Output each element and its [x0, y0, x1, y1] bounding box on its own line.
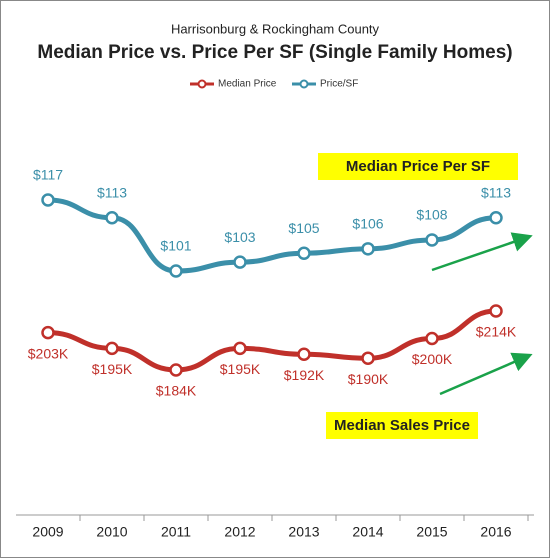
data-label: $200K	[412, 351, 453, 367]
data-label: $108	[416, 207, 447, 223]
point	[105, 211, 119, 225]
annotation: Median Sales Price	[334, 417, 470, 434]
point	[489, 304, 503, 318]
chart-subtitle: Harrisonburg & Rockingham County	[171, 21, 380, 36]
trend-arrow	[431, 232, 533, 272]
point	[233, 341, 247, 356]
trend-arrow	[439, 352, 533, 396]
x-tick-label: 2013	[288, 524, 319, 540]
point	[41, 193, 55, 207]
point	[425, 331, 439, 346]
x-tick-label: 2009	[32, 524, 63, 540]
data-label: $190K	[348, 371, 389, 387]
data-label: $113	[97, 184, 127, 200]
point	[489, 211, 503, 225]
point	[169, 363, 183, 377]
data-label: $195K	[220, 361, 261, 377]
x-tick-label: 2011	[161, 524, 191, 540]
point	[169, 264, 183, 278]
x-tick-label: 2015	[416, 524, 447, 540]
data-label: $105	[288, 220, 319, 236]
point	[361, 351, 375, 365]
data-label: $195K	[92, 361, 133, 377]
data-label: $113	[481, 184, 511, 200]
data-label: $203K	[28, 345, 69, 361]
x-tick-label: 2010	[96, 524, 127, 540]
x-tick-label: 2012	[224, 524, 255, 540]
x-tick-label: 2014	[352, 524, 383, 540]
point	[105, 341, 119, 356]
annotation-box	[318, 153, 518, 180]
legend-label: Price/SF	[320, 79, 358, 90]
point	[297, 347, 311, 362]
annotation-box	[326, 412, 478, 439]
point	[233, 255, 247, 269]
annotation: Median Price Per SF	[346, 158, 490, 175]
legend-marker	[197, 79, 207, 89]
data-label: $192K	[284, 367, 325, 383]
point	[361, 242, 375, 256]
data-label: $106	[352, 216, 383, 232]
data-label: $214K	[476, 324, 517, 340]
legend-label: Median Price	[218, 79, 277, 90]
chart-title: Median Price vs. Price Per SF (Single Fa…	[37, 42, 512, 63]
data-label: $117	[33, 167, 63, 183]
data-label: $184K	[156, 383, 197, 399]
point	[41, 325, 55, 340]
data-label: $103	[224, 229, 255, 245]
point	[425, 233, 439, 247]
x-tick-label: 2016	[480, 524, 511, 540]
legend-marker	[299, 79, 309, 89]
point	[297, 246, 311, 260]
data-label: $101	[160, 238, 191, 254]
